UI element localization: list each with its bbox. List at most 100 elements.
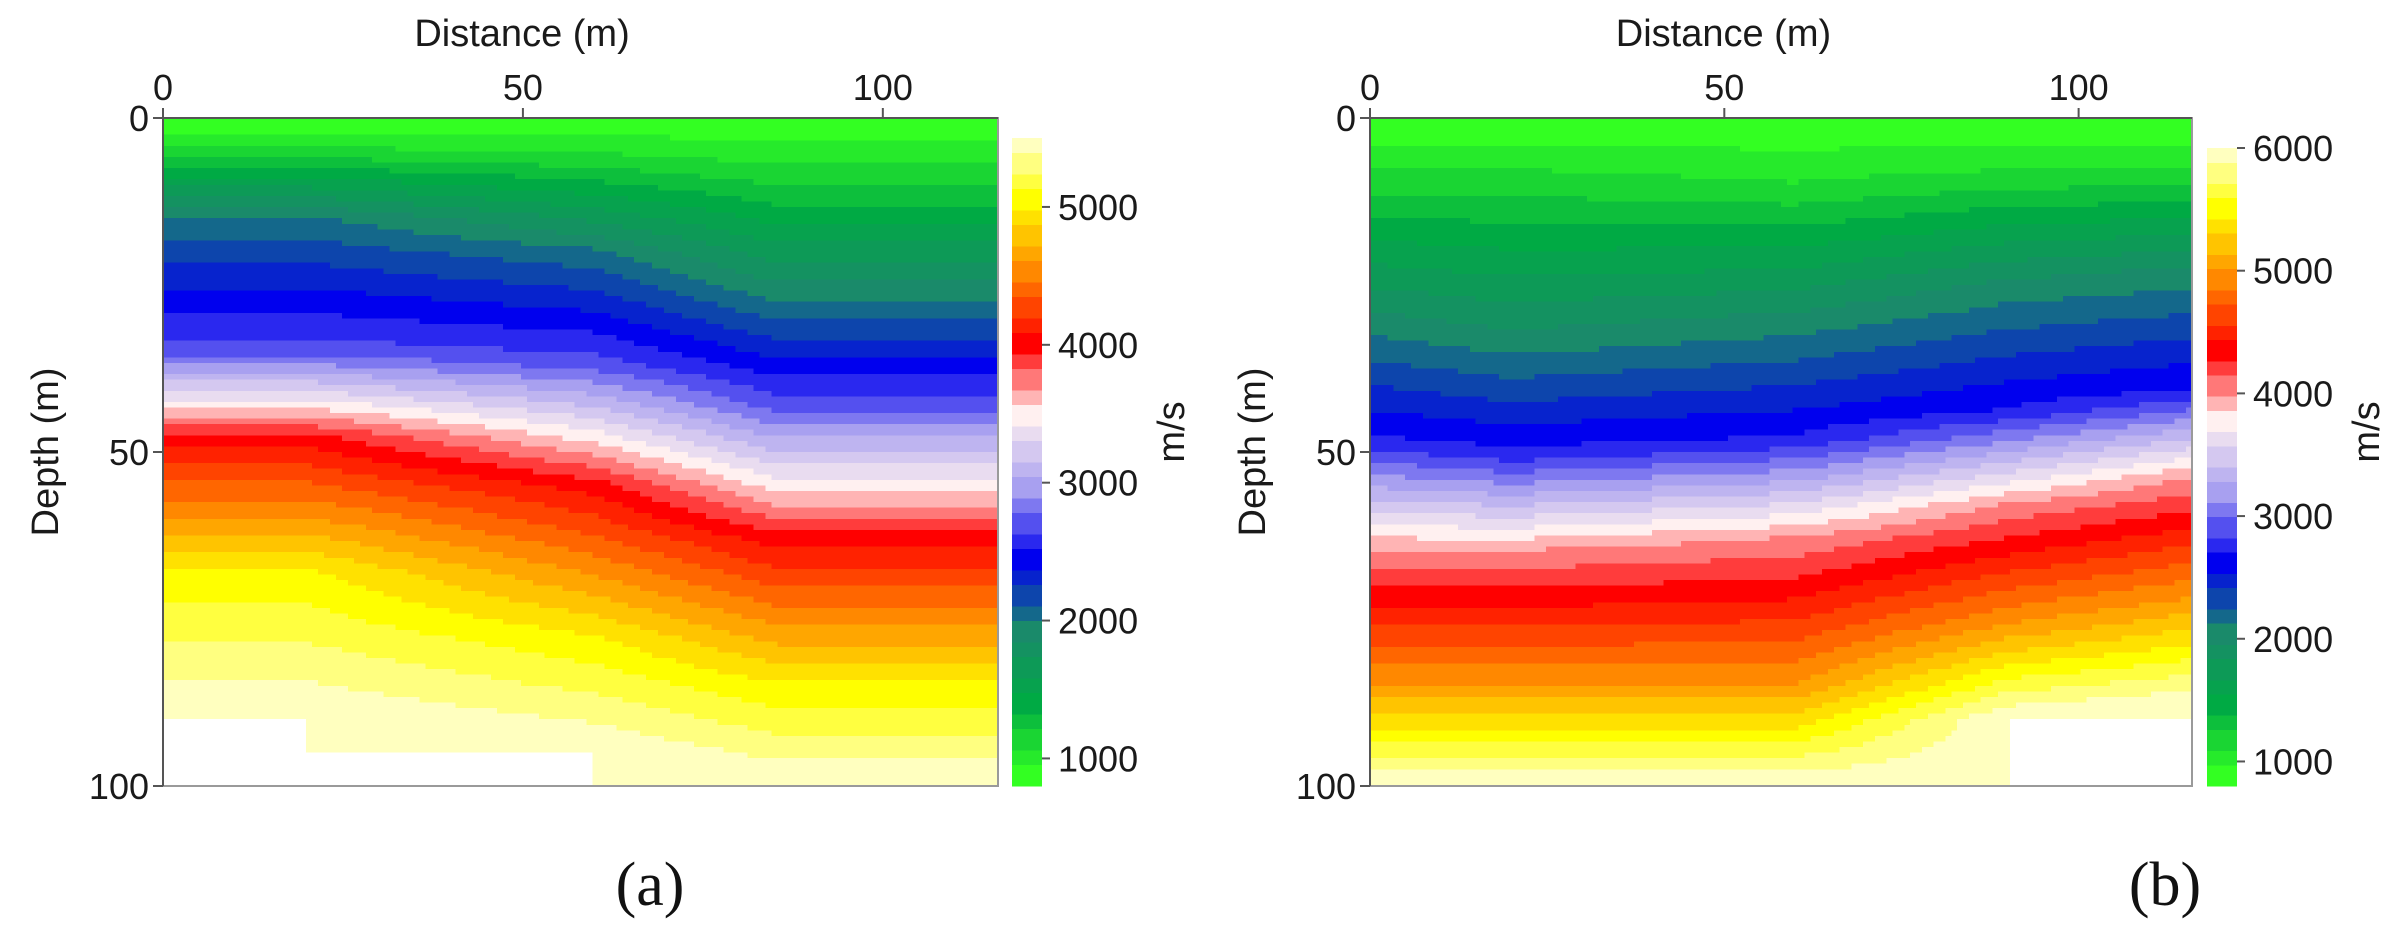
heatmap-cell (193, 185, 200, 191)
heatmap-cell (509, 246, 516, 252)
heatmap-cell (628, 257, 635, 263)
heatmap-cell (986, 218, 993, 224)
heatmap-cell (664, 313, 671, 319)
heatmap-cell (682, 240, 689, 246)
heatmap-cell (497, 313, 504, 319)
heatmap-cell (252, 263, 259, 269)
heatmap-cell (181, 146, 188, 152)
heatmap-cell (634, 157, 641, 163)
heatmap-cell (533, 307, 540, 313)
heatmap-cell (807, 285, 814, 291)
heatmap-cell (879, 179, 886, 185)
heatmap-cell (736, 279, 743, 285)
heatmap-cell (497, 240, 504, 246)
heatmap-cell (437, 257, 444, 263)
heatmap-cell (449, 146, 456, 152)
heatmap-cell (419, 302, 426, 308)
heatmap-cell (694, 240, 701, 246)
heatmap-cell (813, 274, 820, 280)
heatmap-cell (712, 229, 719, 235)
heatmap-cell (670, 163, 677, 169)
heatmap-cell (425, 157, 432, 163)
heatmap-cell (586, 257, 593, 263)
heatmap-cell (294, 240, 301, 246)
heatmap-cell (545, 190, 552, 196)
heatmap-cell (223, 302, 230, 308)
heatmap-cell (771, 285, 778, 291)
heatmap-cell (861, 168, 868, 174)
heatmap-cell (521, 179, 528, 185)
heatmap-cell (252, 124, 259, 130)
heatmap-cell (258, 129, 265, 135)
heatmap-cell (783, 124, 790, 130)
heatmap-cell (533, 174, 540, 180)
heatmap-cell (252, 257, 259, 263)
heatmap-cell (974, 291, 981, 297)
heatmap-cell (789, 302, 796, 308)
heatmap-cell (217, 235, 224, 241)
heatmap-cell (742, 163, 749, 169)
heatmap-cell (807, 246, 814, 252)
heatmap-cell (724, 213, 731, 219)
heatmap-cell (270, 235, 277, 241)
heatmap-cell (181, 252, 188, 258)
heatmap-cell (849, 163, 856, 169)
heatmap-cell (467, 207, 474, 213)
heatmap-cell (223, 140, 230, 146)
heatmap-cell (932, 190, 939, 196)
heatmap-cell (437, 218, 444, 224)
heatmap-cell (533, 296, 540, 302)
heatmap-cell (622, 307, 629, 313)
heatmap-cell (944, 268, 951, 274)
heatmap-cell (867, 235, 874, 241)
heatmap-cell (527, 240, 534, 246)
heatmap-cell (366, 302, 373, 308)
heatmap-cell (241, 235, 248, 241)
heatmap-cell (634, 151, 641, 157)
heatmap-cell (378, 157, 385, 163)
heatmap-cell (634, 291, 641, 297)
heatmap-cell (539, 279, 546, 285)
heatmap-cell (396, 190, 403, 196)
heatmap-cell (431, 274, 438, 280)
heatmap-cell (217, 124, 224, 130)
heatmap-cell (437, 285, 444, 291)
heatmap-cell (759, 240, 766, 246)
heatmap-cell (652, 174, 659, 180)
heatmap-cell (748, 240, 755, 246)
heatmap-cell (545, 313, 552, 319)
heatmap-cell (431, 129, 438, 135)
heatmap-cell (598, 246, 605, 252)
heatmap-cell (348, 124, 355, 130)
heatmap-cell (318, 135, 325, 141)
heatmap-cell (318, 263, 325, 269)
heatmap-cell (467, 190, 474, 196)
heatmap-cell (324, 296, 331, 302)
heatmap-cell (342, 268, 349, 274)
heatmap-cell (604, 140, 611, 146)
heatmap-cell (390, 263, 397, 269)
heatmap-cell (682, 207, 689, 213)
heatmap-cell (789, 235, 796, 241)
heatmap-cell (473, 268, 480, 274)
heatmap-cell (527, 129, 534, 135)
heatmap-cell (610, 202, 617, 208)
heatmap-cell (789, 218, 796, 224)
heatmap-cell (688, 218, 695, 224)
heatmap-cell (783, 279, 790, 285)
heatmap-cell (264, 229, 271, 235)
heatmap-cell (581, 263, 588, 269)
heatmap-cell (903, 213, 910, 219)
heatmap-cell (986, 296, 993, 302)
heatmap-cell (891, 157, 898, 163)
heatmap-cell (634, 146, 641, 152)
heatmap-cell (229, 151, 236, 157)
heatmap-cell (491, 190, 498, 196)
heatmap-cell (986, 279, 993, 285)
heatmap-cell (247, 257, 254, 263)
heatmap-cell (980, 174, 987, 180)
heatmap-cell (801, 218, 808, 224)
heatmap-cell (402, 174, 409, 180)
heatmap-cell (408, 218, 415, 224)
heatmap-cell (670, 296, 677, 302)
